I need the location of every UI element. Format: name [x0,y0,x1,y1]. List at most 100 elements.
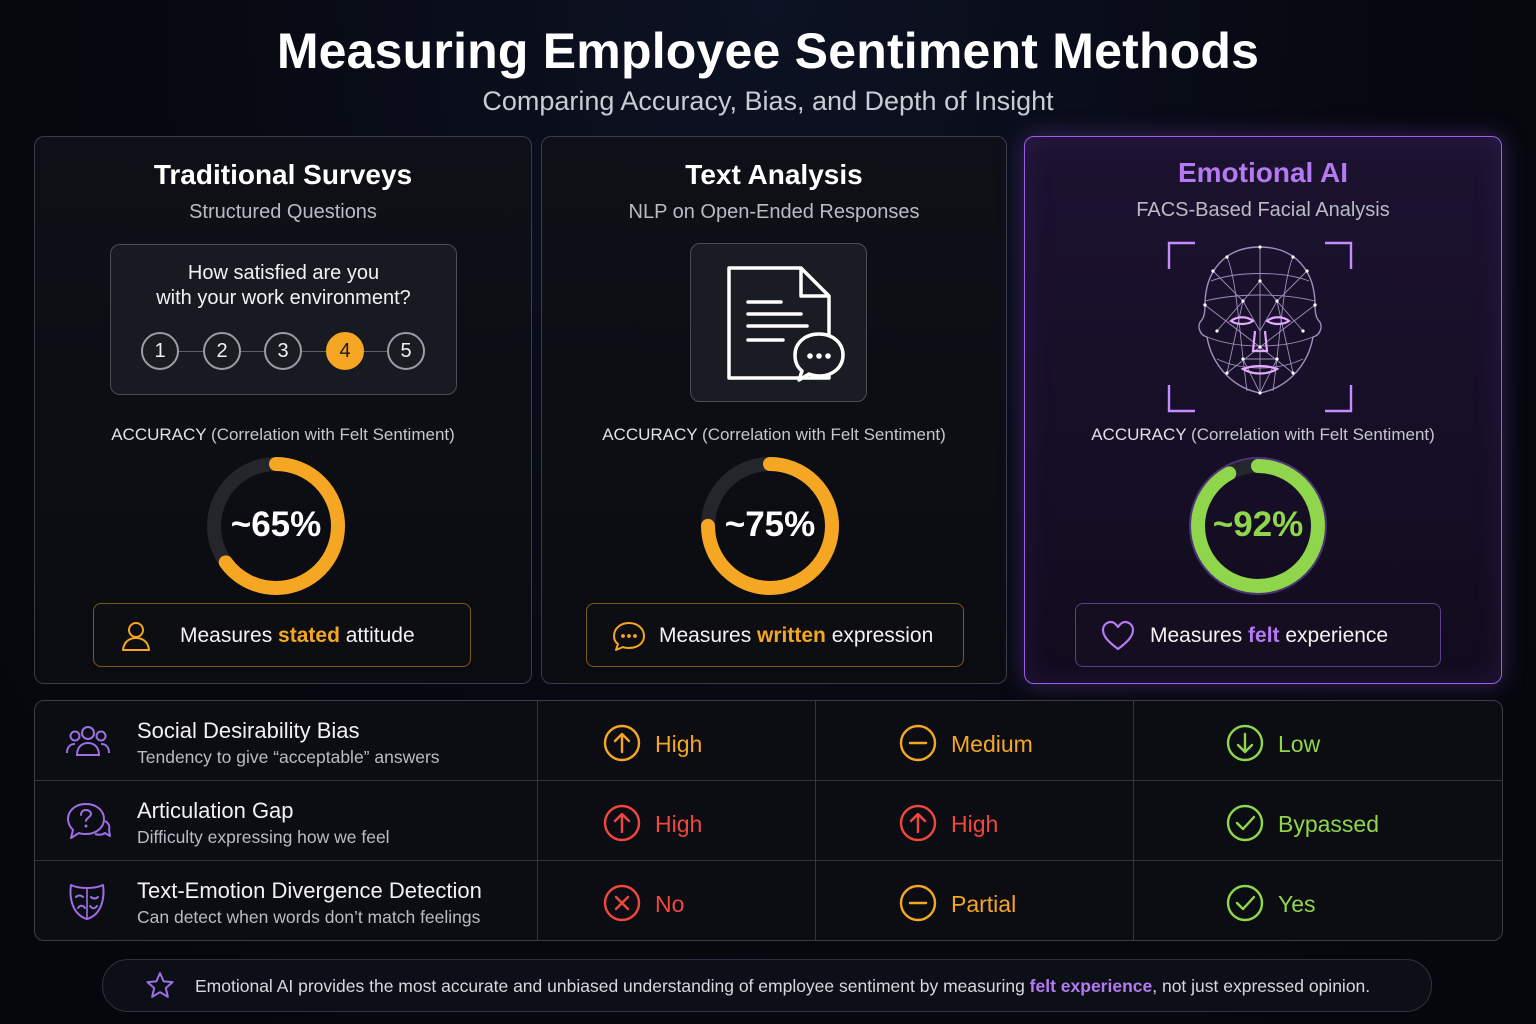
arrow-down-circle-icon [1226,724,1264,762]
cell-value: No [655,891,685,917]
accuracy-label: ACCURACY (Correlation with Felt Sentimen… [35,425,531,445]
row-title: Articulation Gap [137,798,294,823]
measure-suffix: attitude [339,624,415,647]
ring-progress-arc [1191,459,1325,593]
method-card-surveys: Traditional Surveys Structured Questions… [34,136,532,684]
measure-highlight: written [757,624,826,647]
accuracy-ring-svg [207,457,345,595]
arrow-up-circle-icon [603,724,641,762]
rating-scale: 1 2 3 4 5 [141,332,426,372]
method-card-emotional-ai: Emotional AI FACS-Based Facial Analysis [1024,136,1502,684]
measure-badge: Measures stated attitude [93,603,471,667]
card-title: Traditional Surveys [153,159,413,190]
face-mesh-icon [1167,241,1353,413]
theater-mask-icon [69,884,105,920]
measure-badge: Measures felt experience [1075,603,1441,667]
measure-highlight: stated [278,624,340,647]
people-group-icon [66,726,110,756]
measure-suffix: experience [1279,624,1389,647]
cell-value: High [655,731,703,757]
question-bubble-icon [67,803,111,839]
scale-option-5[interactable]: 5 [387,332,425,370]
cell-value: High [951,811,999,837]
row-subtitle: Tendency to give “acceptable” answers [137,747,440,767]
row-subtitle: Difficulty expressing how we feel [137,827,390,847]
minus-circle-icon [899,724,937,762]
cell-value: Medium [951,731,1033,757]
scale-option-4-selected[interactable]: 4 [326,332,364,370]
accuracy-value: ~75% [724,505,816,544]
card-title: Text Analysis [685,159,863,190]
card-subtitle: FACS-Based Facial Analysis [1136,199,1390,221]
footer-text-after: , not just expressed opinion. [1152,976,1371,996]
arrow-up-circle-icon [899,804,937,842]
measure-prefix: Measures [180,624,279,647]
accuracy-ring-svg [701,457,839,595]
page-title: Measuring Employee Sentiment Methods [276,23,1260,79]
footer-text-before: Emotional AI provides the most accurate … [195,976,1030,996]
measure-text: Measures written expression [659,624,933,648]
accuracy-label-rest: (Correlation with Felt Sentiment) [702,425,946,444]
minus-circle-icon [899,884,937,922]
chat-bubble-icon [613,622,645,651]
person-icon [122,622,150,651]
row-title: Social Desirability Bias [137,718,360,743]
accuracy-value: ~92% [1212,505,1304,544]
page-subtitle: Comparing Accuracy, Bias, and Depth of I… [482,86,1054,116]
scale-option-2[interactable]: 2 [203,332,241,370]
scale-option-3[interactable]: 3 [264,332,302,370]
document-chat-icon [727,266,845,382]
column-divider [537,701,538,940]
measure-text: Measures felt experience [1150,624,1388,648]
accuracy-ring: ~75% [697,453,843,599]
accuracy-label-strong: ACCURACY [111,425,207,444]
accuracy-label-rest: (Correlation with Felt Sentiment) [1191,425,1435,444]
table-row-divergence-detection: Text-Emotion Divergence Detection Can de… [35,861,1502,940]
accuracy-value: ~65% [230,505,322,544]
cell-value: Yes [1278,891,1316,917]
table-row-social-desirability: Social Desirability Bias Tendency to giv… [35,701,1502,781]
cell-value: High [655,811,703,837]
method-card-text-analysis: Text Analysis NLP on Open-Ended Response… [541,136,1007,684]
row-title: Text-Emotion Divergence Detection [137,878,482,903]
heart-icon [1101,620,1135,651]
card-subtitle: NLP on Open-Ended Responses [628,201,920,223]
comparison-table: Social Desirability Bias Tendency to giv… [34,700,1503,941]
footer-text: Emotional AI provides the most accurate … [195,976,1370,997]
survey-question: How satisfied are you with your work env… [156,262,411,309]
table-row-articulation-gap: Articulation Gap Difficulty expressing h… [35,781,1502,861]
arrow-up-circle-icon [603,804,641,842]
measure-prefix: Measures [1150,624,1249,647]
accuracy-label-strong: ACCURACY [602,425,698,444]
survey-question-box: How satisfied are you with your work env… [110,244,457,395]
card-title: Emotional AI [1177,157,1349,188]
accuracy-ring: ~65% [203,453,349,599]
cell-value: Partial [951,891,1017,917]
accuracy-label-strong: ACCURACY [1091,425,1187,444]
measure-prefix: Measures [659,624,758,647]
accuracy-ring-svg [1189,457,1327,595]
ring-progress-arc [701,457,839,595]
check-circle-icon [1226,884,1264,922]
footer-highlight: felt experience [1029,976,1153,996]
ring-progress-arc [207,457,345,595]
measure-badge: Measures written expression [586,603,964,667]
check-circle-icon [1226,804,1264,842]
row-subtitle: Can detect when words don’t match feelin… [137,907,481,927]
accuracy-label: ACCURACY (Correlation with Felt Sentimen… [1025,425,1501,445]
document-illustration [690,243,867,402]
scale-option-1[interactable]: 1 [141,332,179,370]
footer-callout: Emotional AI provides the most accurate … [102,959,1432,1012]
column-divider [815,701,816,940]
star-icon [146,972,174,998]
cell-value: Bypassed [1278,811,1380,837]
ring-glow-outline [1189,457,1327,595]
accuracy-label: ACCURACY (Correlation with Felt Sentimen… [542,425,1006,445]
card-subtitle: Structured Questions [189,201,377,223]
measure-highlight: felt [1248,624,1280,647]
x-circle-icon [603,884,641,922]
accuracy-ring: ~92% [1185,453,1331,599]
column-divider [1133,701,1134,940]
cell-value: Low [1278,731,1321,757]
measure-suffix: expression [825,624,934,647]
